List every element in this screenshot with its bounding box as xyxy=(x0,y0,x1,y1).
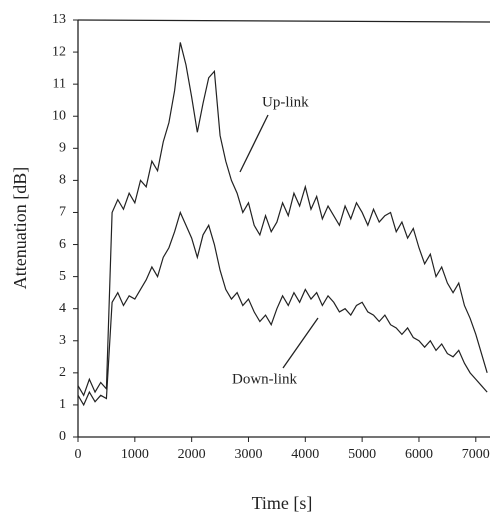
x-axis-label: Time [s] xyxy=(252,493,313,513)
plot-frame xyxy=(77,19,491,23)
x-tick-label: 4000 xyxy=(291,447,319,462)
y-tick-label: 5 xyxy=(59,269,66,284)
data-line xyxy=(77,42,488,397)
y-tick-label: 0 xyxy=(59,429,66,444)
y-tick-label: 3 xyxy=(59,333,66,348)
y-tick-label: 1 xyxy=(59,397,66,412)
y-tick-label: 8 xyxy=(59,173,66,188)
x-tick-label: 1000 xyxy=(121,447,149,462)
y-tick-label: 2 xyxy=(59,365,66,380)
y-tick-label: 11 xyxy=(53,76,66,91)
x-tick-label: 6000 xyxy=(405,447,433,462)
y-tick-label: 10 xyxy=(52,108,66,123)
x-tick-label: 5000 xyxy=(348,447,376,462)
annotation-arrow xyxy=(239,114,269,173)
x-tick-label: 7000 xyxy=(462,447,490,462)
y-tick-label: 12 xyxy=(52,44,66,59)
annotation: Down-link xyxy=(232,371,297,387)
annotation-arrow xyxy=(282,317,319,369)
data-line xyxy=(77,210,488,407)
y-tick-label: 6 xyxy=(59,237,66,252)
annotation: Up-link xyxy=(262,94,309,110)
y-tick-label: 4 xyxy=(59,301,66,316)
x-tick-label: 2000 xyxy=(178,447,206,462)
y-tick-label: 13 xyxy=(52,12,66,27)
y-tick-label: 9 xyxy=(59,141,66,156)
y-axis-label: Attenuation [dB] xyxy=(10,167,30,289)
x-tick-label: 0 xyxy=(75,447,82,462)
y-tick-label: 7 xyxy=(59,205,66,220)
x-tick-label: 3000 xyxy=(234,447,262,462)
